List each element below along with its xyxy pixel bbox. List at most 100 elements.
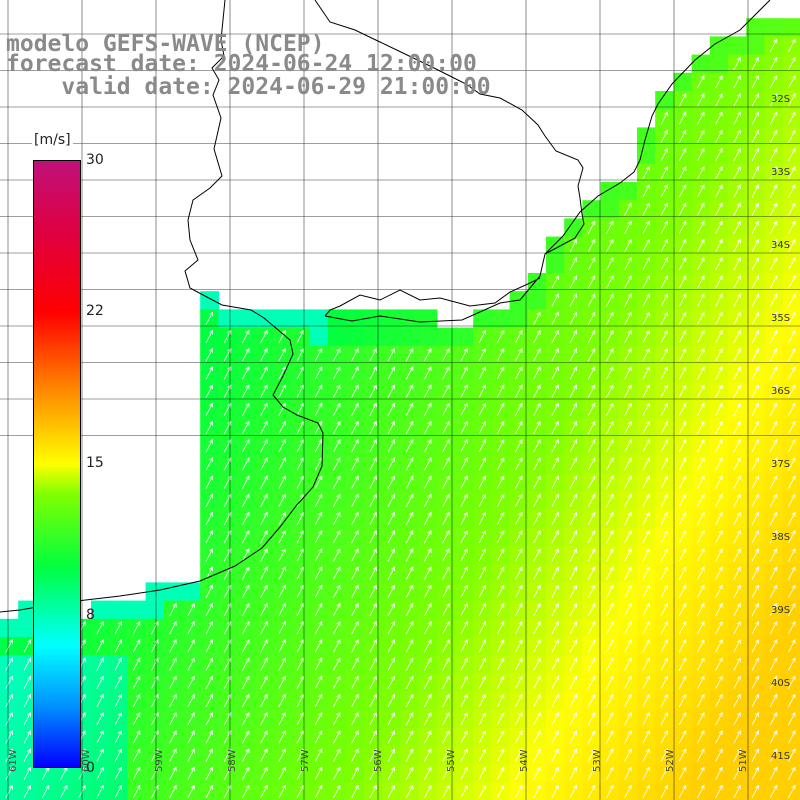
wind-arrow [624, 438, 632, 453]
wind-speed-cell [327, 728, 347, 747]
wind-arrow [424, 475, 432, 489]
wind-arrow [242, 329, 250, 344]
longitude-label: 53W [592, 749, 603, 772]
wind-arrow [333, 730, 341, 744]
wind-speed-cell [455, 473, 474, 492]
wind-arrow [660, 711, 668, 726]
wind-speed-cell [691, 400, 711, 420]
wind-arrow [5, 784, 13, 799]
wind-arrow [751, 147, 759, 162]
wind-speed-cell [709, 527, 729, 547]
wind-speed-cell [364, 546, 383, 565]
wind-speed-cell [673, 637, 693, 656]
wind-speed-cell [273, 709, 292, 729]
wind-arrow [660, 675, 668, 689]
wind-arrow [351, 511, 359, 526]
wind-speed-cell [364, 691, 383, 711]
wind-arrow [569, 748, 577, 762]
wind-speed-cell [254, 673, 274, 693]
wind-arrow [369, 602, 377, 617]
wind-arrow [678, 548, 687, 562]
wind-arrow [678, 129, 687, 143]
wind-arrow [460, 420, 468, 435]
wind-arrow [351, 730, 359, 744]
wind-speed-cell [655, 254, 674, 274]
wind-arrow [697, 202, 705, 216]
wind-speed-cell [236, 546, 256, 565]
wind-speed-cell [655, 127, 674, 147]
wind-speed-cell [637, 345, 656, 365]
wind-arrow [788, 293, 796, 307]
wind-arrow [606, 402, 614, 416]
wind-arrow [478, 566, 486, 580]
wind-speed-cell [746, 345, 765, 365]
wind-speed-cell [273, 691, 292, 711]
wind-arrow [587, 766, 596, 780]
wind-arrow [642, 184, 650, 198]
wind-arrow [642, 347, 650, 362]
wind-arrow [460, 493, 468, 507]
wind-arrow [697, 730, 705, 744]
wind-speed-cell [491, 709, 511, 729]
wind-arrow [551, 548, 559, 562]
wind-arrow [478, 711, 486, 726]
wind-speed-cell [364, 527, 383, 547]
wind-speed-cell [455, 527, 474, 547]
wind-speed-cell [455, 582, 474, 602]
wind-speed-cell [200, 491, 219, 511]
wind-arrow [387, 529, 395, 544]
wind-arrow [387, 584, 395, 598]
wind-arrow [387, 602, 395, 617]
wind-arrow [697, 748, 705, 762]
wind-arrow [751, 293, 759, 307]
wind-arrow [460, 529, 468, 544]
wind-arrow [733, 147, 741, 162]
wind-arrow [460, 639, 468, 653]
wind-arrow [424, 347, 432, 362]
wind-speed-cell [527, 709, 547, 729]
wind-speed-cell [291, 418, 310, 438]
wind-speed-cell [709, 163, 729, 183]
wind-arrow [715, 748, 723, 762]
wind-arrow [369, 584, 377, 598]
wind-arrow [624, 457, 632, 471]
wind-speed-cell [728, 236, 747, 256]
wind-arrow [642, 438, 650, 453]
wind-arrow [751, 457, 759, 471]
wind-speed-cell [509, 509, 529, 529]
wind-arrow [569, 766, 577, 780]
wind-arrow [788, 402, 796, 416]
wind-arrow [478, 438, 486, 453]
wind-speed-cell [418, 618, 438, 638]
wind-arrow [242, 457, 250, 471]
wind-arrow [442, 693, 450, 708]
wind-arrow [260, 438, 268, 453]
wind-arrow [242, 730, 250, 744]
wind-speed-cell [728, 309, 747, 329]
wind-speed-cell [364, 473, 383, 492]
wind-arrow [478, 493, 486, 507]
wind-arrow [351, 384, 359, 398]
wind-arrow [442, 620, 450, 635]
wind-arrow [478, 693, 486, 708]
wind-arrow [333, 584, 341, 598]
wind-speed-cell [473, 345, 492, 365]
wind-arrow [260, 566, 268, 580]
wind-arrow [642, 620, 650, 635]
wind-speed-cell [546, 691, 565, 711]
wind-speed-cell [182, 673, 201, 693]
wind-speed-cell [691, 309, 711, 329]
wind-arrow [606, 438, 614, 453]
wind-arrow [205, 438, 213, 453]
wind-speed-cell [163, 728, 183, 747]
wind-speed-cell [600, 746, 620, 765]
wind-arrow [424, 639, 432, 653]
wind-speed-cell [327, 400, 347, 420]
wind-arrow [769, 329, 778, 344]
wind-speed-cell [236, 582, 256, 602]
wind-arrow [697, 366, 705, 380]
wind-arrow [369, 475, 377, 489]
wind-arrow [715, 420, 723, 435]
wind-speed-cell [709, 364, 729, 383]
wind-speed-cell [691, 200, 711, 219]
